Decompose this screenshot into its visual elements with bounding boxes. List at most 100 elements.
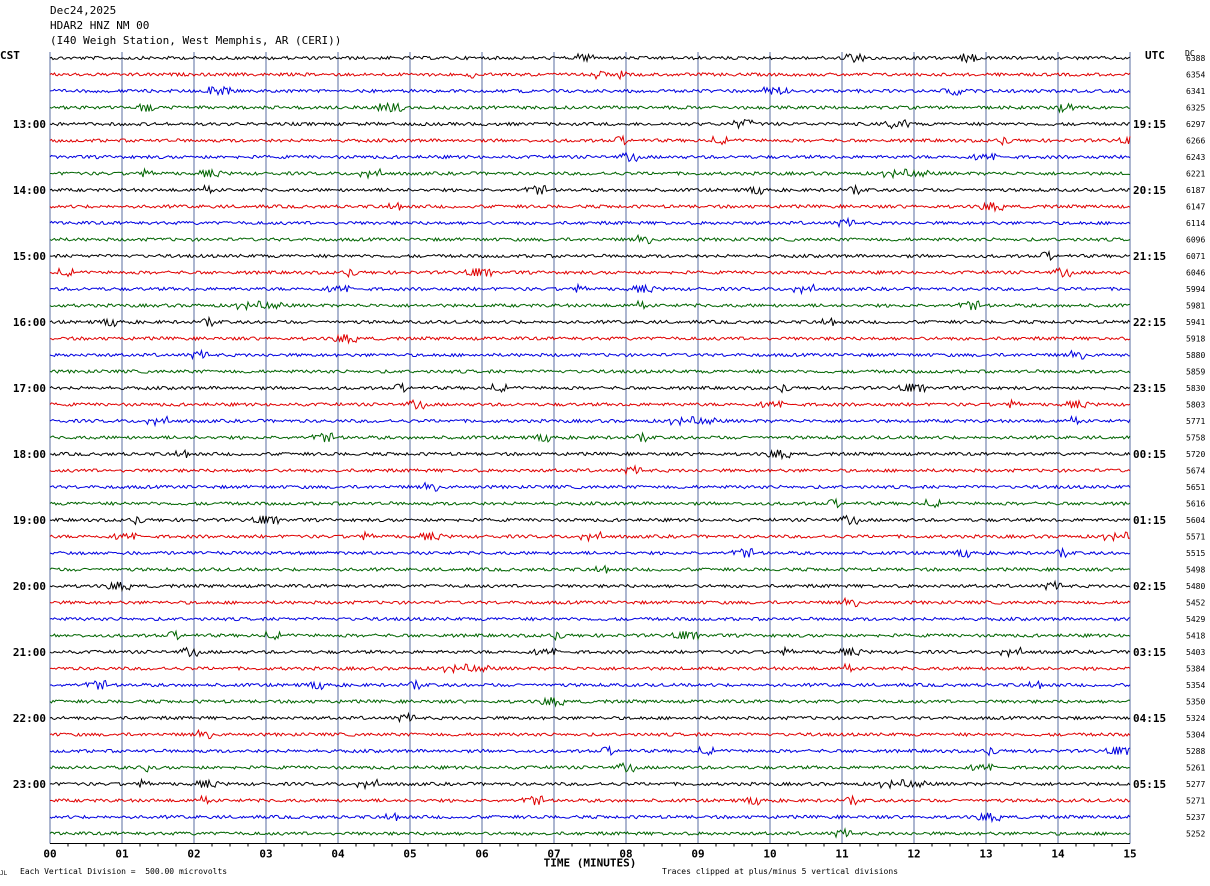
left-hour-label: 15:00: [13, 250, 46, 263]
x-tick-label: 07: [547, 848, 560, 861]
trace-5: [49, 118, 1131, 130]
trace-group: [49, 52, 1131, 839]
trace-46: [49, 794, 1131, 806]
right-hour-label: 02:15: [1133, 580, 1166, 593]
location-label: (I40 Weigh Station, West Memphis, AR (CE…: [50, 34, 342, 47]
dc-value: 5252: [1186, 830, 1205, 839]
trace-2: [49, 70, 1131, 81]
x-tick-label: 15: [1123, 848, 1136, 861]
right-hour-label: 03:15: [1133, 646, 1166, 659]
trace-34: [49, 596, 1131, 608]
trace-43: [49, 744, 1131, 757]
x-tick-label: 00: [43, 848, 56, 861]
x-tick-label: 12: [907, 848, 920, 861]
dc-value: 5515: [1186, 549, 1205, 558]
dc-value: 6096: [1186, 236, 1205, 245]
trace-14: [49, 267, 1131, 279]
dc-value: 5480: [1186, 582, 1205, 591]
right-hour-label: 19:15: [1133, 118, 1166, 131]
trace-41: [49, 711, 1131, 724]
trace-35: [49, 616, 1131, 622]
trace-13: [49, 249, 1131, 262]
dc-value: 6187: [1186, 186, 1205, 195]
right-hour-label: 00:15: [1133, 448, 1166, 461]
trace-17: [49, 315, 1131, 328]
dc-value: 5418: [1186, 632, 1205, 641]
trace-6: [49, 134, 1131, 147]
dc-value: 5304: [1186, 731, 1205, 740]
x-tick-label: 03: [259, 848, 272, 861]
trace-24: [49, 431, 1131, 443]
left-hour-label: 20:00: [13, 580, 46, 593]
right-timezone-label: UTC: [1145, 49, 1165, 62]
dc-value: 5288: [1186, 747, 1205, 756]
left-hour-label: 19:00: [13, 514, 46, 527]
left-hour-label: 16:00: [13, 316, 46, 329]
right-hour-label: 04:15: [1133, 712, 1166, 725]
trace-39: [49, 678, 1131, 691]
trace-16: [49, 299, 1131, 312]
x-tick-label: 13: [979, 848, 992, 861]
x-tick-label: 08: [619, 848, 632, 861]
dc-value: 5981: [1186, 302, 1205, 311]
dc-value: 5651: [1186, 483, 1205, 492]
trace-30: [49, 530, 1131, 543]
x-tick-label: 02: [187, 848, 200, 861]
x-tick-label: 14: [1051, 848, 1065, 861]
left-hour-label: 22:00: [13, 712, 46, 725]
date-label: Dec24,2025: [50, 4, 117, 17]
dc-value: 5616: [1186, 500, 1205, 509]
dc-value: 6341: [1186, 87, 1205, 96]
trace-10: [49, 201, 1131, 213]
x-tick-label: 01: [115, 848, 129, 861]
axis-labels: 6388 6354 6341 6325 6297 6266 6243 6221 6187 6147…: [13, 54, 1206, 870]
dc-header-label: DC: [1185, 49, 1195, 58]
dc-value: 5830: [1186, 384, 1205, 393]
dc-value: 6297: [1186, 120, 1205, 129]
trace-3: [49, 85, 1131, 97]
station-label: HDAR2 HNZ NM 00: [50, 19, 150, 32]
right-hour-label: 05:15: [1133, 778, 1166, 791]
trace-38: [49, 662, 1131, 675]
left-hour-label: 13:00: [13, 118, 46, 131]
left-hour-label: 21:00: [13, 646, 46, 659]
dc-value: 5994: [1186, 285, 1205, 294]
right-hour-label: 20:15: [1133, 184, 1166, 197]
trace-23: [49, 415, 1131, 428]
dc-value: 5758: [1186, 434, 1205, 443]
dc-value: 6221: [1186, 170, 1205, 179]
trace-27: [49, 481, 1131, 492]
dc-value: 5237: [1186, 813, 1205, 822]
right-hour-label: 21:15: [1133, 250, 1166, 263]
trace-32: [49, 564, 1131, 574]
trace-15: [49, 282, 1131, 296]
trace-8: [50, 167, 1131, 180]
trace-4: [49, 101, 1131, 114]
dc-value: 6325: [1186, 104, 1205, 113]
trace-47: [49, 811, 1131, 824]
dc-value: 5271: [1186, 797, 1205, 806]
trace-11: [49, 216, 1131, 229]
trace-29: [49, 514, 1131, 526]
dc-value: 6243: [1186, 153, 1205, 162]
trace-45: [49, 777, 1131, 791]
plot-grid: [49, 52, 1131, 847]
dc-value: 5771: [1186, 417, 1205, 426]
dc-value: 6071: [1186, 252, 1205, 261]
trace-7: [49, 151, 1131, 163]
trace-25: [49, 448, 1131, 461]
dc-value: 5429: [1186, 615, 1205, 624]
trace-40: [49, 696, 1131, 708]
trace-28: [49, 497, 1131, 509]
dc-value: 6388: [1186, 54, 1205, 63]
dc-value: 5604: [1186, 516, 1205, 525]
dc-value: 5880: [1186, 351, 1205, 360]
corner-mark: JL: [0, 870, 8, 877]
trace-33: [49, 579, 1131, 593]
dc-value: 5403: [1186, 648, 1205, 657]
dc-value: 5350: [1186, 698, 1205, 707]
left-hour-label: 17:00: [13, 382, 46, 395]
right-hour-label: 22:15: [1133, 316, 1166, 329]
dc-value: 5261: [1186, 764, 1205, 773]
dc-value: 6266: [1186, 137, 1205, 146]
